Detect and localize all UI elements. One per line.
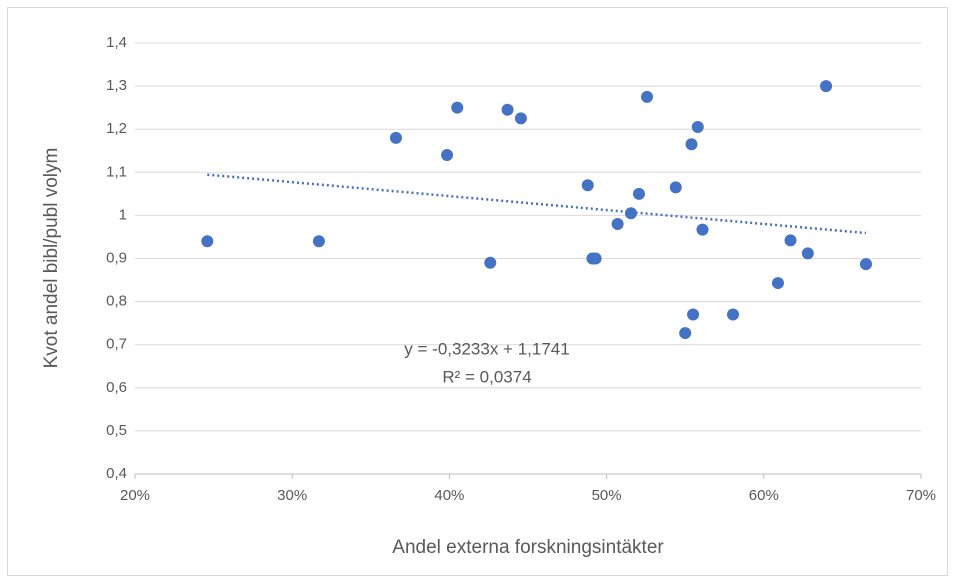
trendline: [207, 173, 867, 235]
chart-border: [7, 7, 948, 576]
x-tick-label: 20%: [120, 487, 150, 504]
y-tick-label: 0,6: [106, 379, 127, 396]
point: [685, 138, 698, 151]
point: [691, 121, 704, 134]
point: [201, 235, 214, 248]
point: [611, 218, 624, 231]
y-tick-label: 0,4: [106, 465, 127, 482]
y-tick-label: 1,3: [106, 77, 127, 94]
point: [641, 90, 654, 103]
x-tick-label: 60%: [749, 487, 779, 504]
x-tick-label: 40%: [434, 487, 464, 504]
point: [632, 187, 645, 200]
point: [441, 149, 454, 162]
y-tick-label: 0,7: [106, 336, 127, 353]
x-axis-title: Andel externa forskningsintäkter: [392, 537, 664, 558]
point: [820, 80, 833, 93]
point: [687, 308, 700, 321]
point: [669, 181, 682, 194]
point: [726, 308, 739, 321]
point: [484, 256, 497, 269]
point: [589, 252, 602, 265]
x-tick-label: 50%: [592, 487, 622, 504]
point: [679, 327, 692, 340]
y-tick-label: 1,2: [106, 120, 127, 137]
y-tick-label: 0,9: [106, 249, 127, 266]
point: [389, 131, 402, 144]
point: [784, 234, 797, 247]
trendline-r2: R² = 0,0374: [442, 367, 531, 386]
trendline-equation: y = -0,3233x + 1,1741: [404, 339, 569, 358]
y-tick-label: 1,1: [106, 163, 127, 180]
point: [514, 112, 527, 125]
x-tick-label: 30%: [277, 487, 307, 504]
y-tick-label: 0,5: [106, 422, 127, 439]
x-tick-label: 70%: [906, 487, 936, 504]
point: [581, 179, 594, 192]
point: [624, 207, 637, 220]
point: [312, 235, 325, 248]
point: [696, 223, 709, 236]
point: [801, 247, 814, 260]
y-tick-label: 1: [119, 206, 127, 223]
point: [771, 277, 784, 290]
point: [501, 103, 514, 116]
point: [859, 258, 872, 271]
point: [451, 101, 464, 114]
y-tick-label: 0,8: [106, 293, 127, 310]
y-axis-title: Kvot andel bibl/publ volym: [41, 148, 62, 369]
y-tick-label: 1,4: [106, 34, 127, 51]
